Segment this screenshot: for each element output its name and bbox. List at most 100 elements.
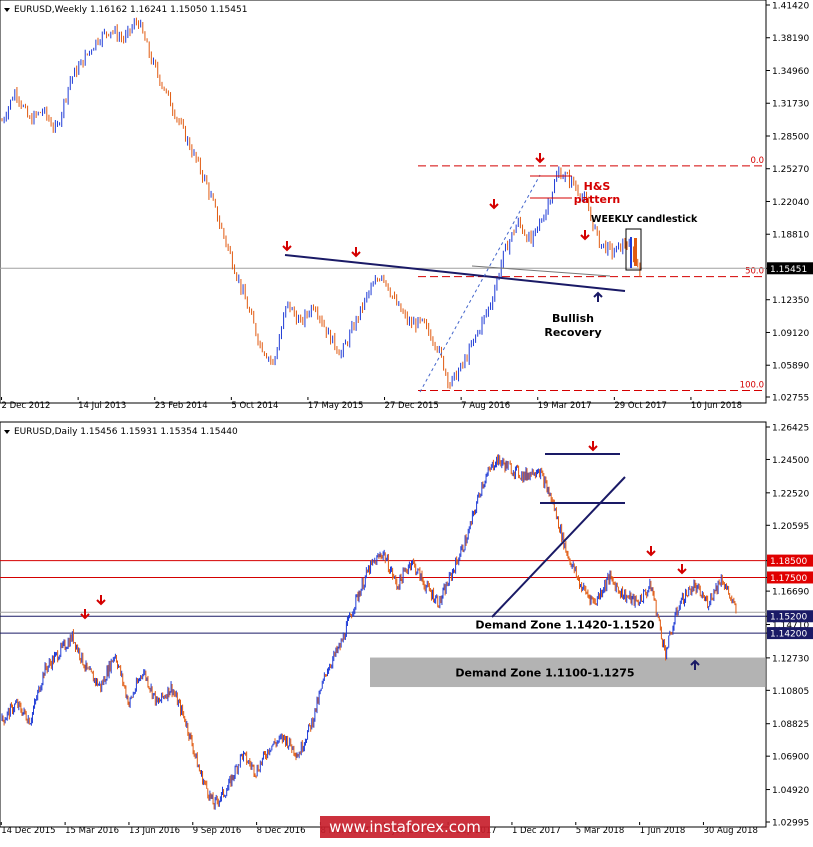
weekly-candlestick-box xyxy=(625,228,642,271)
weekly-collapse-icon[interactable] xyxy=(4,8,10,12)
y-tick-label: 1.05890 xyxy=(772,362,809,372)
y-tick-label: 1.02755 xyxy=(772,394,809,404)
weekly-candles xyxy=(1,17,641,389)
y-tick-label: 1.28500 xyxy=(772,132,809,142)
weekly-plot-frame xyxy=(0,0,767,404)
x-tick-label: 30 Aug 2018 xyxy=(703,826,757,836)
x-tick-label: 29 Oct 2017 xyxy=(614,401,667,411)
weekly-trendline xyxy=(284,254,626,292)
demand-tag xyxy=(767,610,813,623)
neckline xyxy=(471,265,611,277)
red-down-arrow-head xyxy=(677,568,687,575)
weekly-x-axis: 2 Dec 2012 14 Jul 2013 23 Feb 2014 5 Oct 20… xyxy=(1,397,742,411)
weekly-channel-line xyxy=(419,174,541,393)
y-tick-label: 1.25270 xyxy=(772,165,809,175)
daily-collapse-icon[interactable] xyxy=(4,430,10,434)
y-tick-label: 1.38190 xyxy=(772,34,809,44)
weekly-price-tag-label: 1.15451 xyxy=(770,265,807,275)
red-down-arrow-head xyxy=(282,245,292,252)
y-tick-label: 1.10805 xyxy=(772,687,809,697)
x-tick-label: 5 Oct 2014 xyxy=(231,401,278,411)
y-tick-label: 1.26425 xyxy=(772,424,809,434)
y-tick-label: 1.12730 xyxy=(772,654,809,664)
y-tick-label: 1.22040 xyxy=(772,198,809,208)
x-tick-label: 1 Jun 2018 xyxy=(640,826,686,836)
red-down-arrow-head xyxy=(80,613,90,620)
x-tick-label: 15 Mar 2016 xyxy=(65,826,119,836)
watermark-box xyxy=(320,816,490,838)
y-tick-label: 1.02995 xyxy=(772,819,809,829)
up-arrow-head xyxy=(690,659,700,666)
weekly-candlestick-label: WEEKLY candlestick xyxy=(591,214,698,225)
resistance-tag xyxy=(767,571,813,584)
demand-tag-label: 1.14200 xyxy=(770,630,807,640)
watermark-text: www.instaforex.com xyxy=(329,818,481,836)
demand-zone-2-label: Demand Zone 1.1100-1.1275 xyxy=(455,666,634,679)
y-tick-label: 1.08825 xyxy=(772,720,809,730)
y-tick-label: 1.18810 xyxy=(772,231,809,241)
x-tick-label: 19 Mar 2017 xyxy=(538,401,592,411)
red-down-arrow-head xyxy=(535,157,545,164)
x-tick-label: 7 Aug 2016 xyxy=(461,401,510,411)
weekly-price-tag xyxy=(767,262,813,275)
daily-candles xyxy=(1,454,737,810)
demand-tag xyxy=(767,627,813,640)
red-down-arrow-head xyxy=(351,251,361,258)
x-tick-label: 27 Dec 2015 xyxy=(385,401,439,411)
daily-overlay xyxy=(80,441,700,670)
x-tick-label: 1 Dec 2017 xyxy=(512,826,561,836)
x-tick-label: 5 Mar 2018 xyxy=(576,826,624,836)
demand-zone-1-label: Demand Zone 1.1420-1.1520 xyxy=(475,619,654,632)
demand-tag-label: 1.15200 xyxy=(770,613,807,623)
daily-panel: Demand Zone 1.1100-1.1275 Demand Zone 1.1… xyxy=(0,421,813,836)
red-down-arrow-head xyxy=(588,445,598,452)
x-tick-label: 9 Sep 2016 xyxy=(193,826,241,836)
daily-trendline xyxy=(491,476,626,618)
y-tick-label: 1.22520 xyxy=(772,489,809,499)
demand-zone-2 xyxy=(370,657,766,688)
red-down-arrow-head xyxy=(646,550,656,557)
x-tick-label: 2 Dec 2012 xyxy=(2,401,51,411)
hs-pattern-label: H&S xyxy=(584,180,611,193)
up-arrow-head xyxy=(593,291,603,298)
daily-zones: Demand Zone 1.1100-1.1275 Demand Zone 1.1… xyxy=(0,615,766,688)
fib-level-label: 0.0 xyxy=(750,156,764,166)
weekly-y-axis: 1.41420 1.38190 1.34960 1.31730 1.28500 1.252… xyxy=(766,2,813,404)
daily-header: EURUSD,Daily 1.15456 1.15931 1.15354 1.1… xyxy=(14,427,238,437)
weekly-header: EURUSD,Weekly 1.16162 1.16241 1.15050 1.… xyxy=(14,5,247,15)
x-tick-label: 17 May 2015 xyxy=(308,401,363,411)
y-tick-label: 1.34960 xyxy=(772,67,809,77)
y-tick-label: 1.06900 xyxy=(772,753,809,763)
daily-levels xyxy=(0,560,766,613)
y-tick-label: 1.31730 xyxy=(772,100,809,110)
fib-level-label: 100.0 xyxy=(740,380,764,390)
resistance-tag xyxy=(767,554,813,567)
bullish-recovery-label: Recovery xyxy=(544,326,601,339)
weekly-candle-bull xyxy=(630,237,632,268)
y-tick-label: 1.12350 xyxy=(772,296,809,306)
red-down-arrow-head xyxy=(96,599,106,606)
y-tick-label: 1.16690 xyxy=(772,588,809,598)
x-tick-label: 23 Feb 2014 xyxy=(155,401,208,411)
y-tick-label: 1.20595 xyxy=(772,522,809,532)
hs-pattern-label: pattern xyxy=(574,193,621,206)
daily-plot-frame xyxy=(0,421,767,828)
daily-y-axis: 1.26425 1.24500 1.22520 1.20595 1.18500 1.175… xyxy=(766,424,813,829)
x-tick-label: 8 Dec 2016 xyxy=(257,826,306,836)
red-down-arrow-head xyxy=(580,234,590,241)
weekly-candle-bear xyxy=(634,238,637,266)
y-tick-label: 1.41420 xyxy=(772,2,809,12)
y-tick-label: 1.14710 xyxy=(772,621,809,631)
fib-level-label: 50.0 xyxy=(745,267,764,277)
y-tick-label: 1.04920 xyxy=(772,786,809,796)
x-tick-label: 13 Jun 2016 xyxy=(129,826,180,836)
bullish-recovery-label: Bullish xyxy=(552,312,594,325)
weekly-fib-levels: 0.0 50.0 100.0 xyxy=(0,156,766,391)
y-tick-label: 1.24500 xyxy=(772,456,809,466)
x-tick-label: 14 Dec 2015 xyxy=(1,826,55,836)
resistance-tag-label: 1.17500 xyxy=(770,574,807,584)
